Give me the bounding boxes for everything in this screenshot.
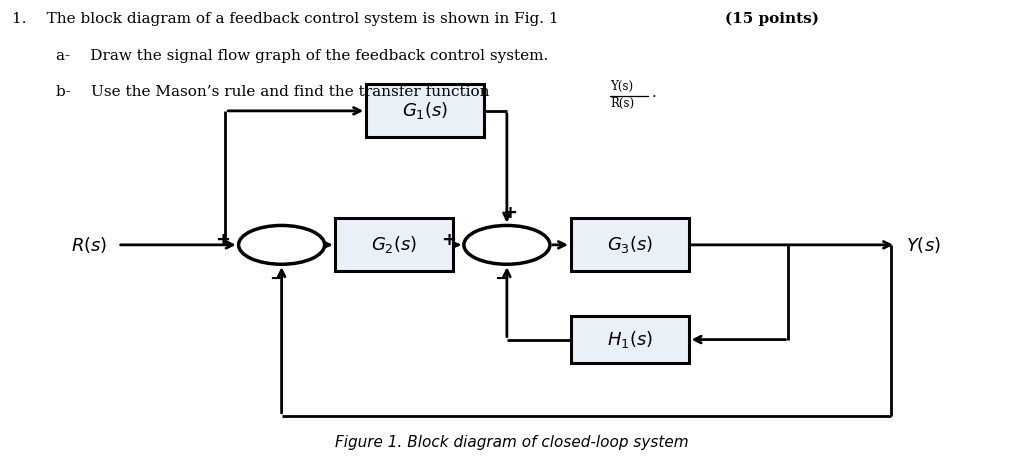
Text: +: + (440, 231, 456, 249)
Text: $G_2(s)$: $G_2(s)$ (371, 234, 418, 255)
Text: Y(s): Y(s) (610, 79, 634, 92)
Circle shape (239, 225, 325, 264)
Text: $H_1(s)$: $H_1(s)$ (607, 329, 652, 350)
Text: .: . (651, 86, 656, 100)
Text: −: − (269, 270, 284, 288)
FancyBboxPatch shape (367, 84, 483, 138)
Text: a-  Draw the signal flow graph of the feedback control system.: a- Draw the signal flow graph of the fee… (56, 49, 549, 63)
Text: $G_1(s)$: $G_1(s)$ (401, 100, 449, 122)
Text: 1.  The block diagram of a feedback control system is shown in Fig. 1: 1. The block diagram of a feedback contr… (12, 12, 564, 25)
Circle shape (464, 225, 550, 264)
Text: Figure 1. Block diagram of closed-loop system: Figure 1. Block diagram of closed-loop s… (335, 436, 689, 450)
Text: $G_3(s)$: $G_3(s)$ (606, 234, 653, 255)
Text: $Y(s)$: $Y(s)$ (906, 235, 941, 255)
Text: R(s): R(s) (610, 97, 635, 110)
FancyBboxPatch shape (571, 316, 688, 363)
Text: −: − (495, 270, 509, 288)
Text: b-  Use the Mason’s rule and find the transfer function: b- Use the Mason’s rule and find the tra… (56, 85, 489, 99)
Text: +: + (503, 204, 517, 222)
FancyBboxPatch shape (336, 219, 453, 272)
Text: (15 points): (15 points) (725, 12, 819, 26)
Text: +: + (215, 231, 230, 249)
FancyBboxPatch shape (571, 219, 688, 272)
Text: $R(s)$: $R(s)$ (71, 235, 108, 255)
